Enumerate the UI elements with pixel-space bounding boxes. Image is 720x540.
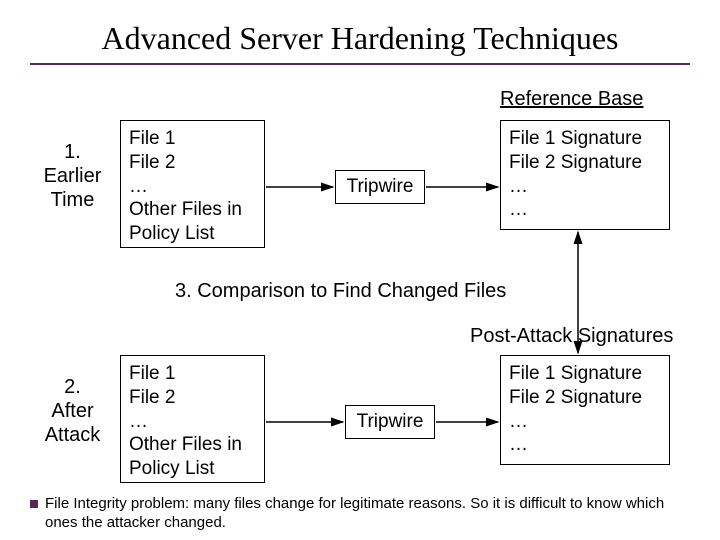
- label-reference-base: Reference Base: [500, 88, 643, 111]
- label-step-2: 2.AfterAttack: [35, 375, 110, 447]
- box-signatures-bottom: File 1 SignatureFile 2 Signature……: [500, 355, 670, 465]
- label-post-attack: Post-Attack Signatures: [470, 325, 673, 348]
- box-signatures-top: File 1 SignatureFile 2 Signature……: [500, 120, 670, 230]
- slide-title: Advanced Server Hardening Techniques: [0, 0, 720, 63]
- label-comparison: 3. Comparison to Find Changed Files: [175, 280, 506, 303]
- title-rule: [30, 63, 690, 65]
- label-step-1: 1.EarlierTime: [35, 140, 110, 212]
- footer-bullet-icon: [30, 500, 38, 508]
- box-files-top: File 1File 2…Other Files inPolicy List: [120, 120, 265, 248]
- box-tripwire-top: Tripwire: [335, 170, 425, 204]
- footnote-text: File Integrity problem: many files chang…: [45, 495, 695, 533]
- box-files-bottom: File 1File 2…Other Files inPolicy List: [120, 355, 265, 483]
- box-tripwire-bottom: Tripwire: [345, 405, 435, 439]
